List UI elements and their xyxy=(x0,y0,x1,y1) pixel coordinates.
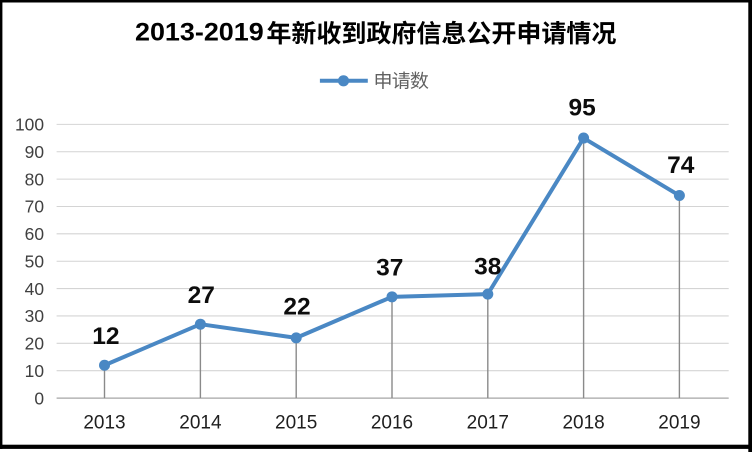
svg-text:30: 30 xyxy=(25,306,44,326)
svg-text:2016: 2016 xyxy=(371,413,413,434)
svg-text:27: 27 xyxy=(188,282,215,309)
svg-text:50: 50 xyxy=(25,251,44,271)
svg-text:90: 90 xyxy=(25,142,44,162)
svg-text:37: 37 xyxy=(376,255,403,282)
svg-text:70: 70 xyxy=(25,197,44,217)
svg-text:40: 40 xyxy=(25,279,44,299)
svg-text:22: 22 xyxy=(283,294,310,321)
svg-text:60: 60 xyxy=(25,224,44,244)
svg-text:2019: 2019 xyxy=(658,413,700,434)
svg-text:2013: 2013 xyxy=(83,413,125,434)
svg-text:38: 38 xyxy=(474,254,501,281)
svg-text:100: 100 xyxy=(15,115,44,135)
svg-text:2018: 2018 xyxy=(562,413,604,434)
svg-text:2015: 2015 xyxy=(275,413,317,434)
svg-text:12: 12 xyxy=(92,323,119,350)
svg-text:2013-2019: 2013-2019 xyxy=(135,19,264,47)
svg-text:80: 80 xyxy=(25,169,44,189)
svg-text:10: 10 xyxy=(25,361,44,381)
svg-text:74: 74 xyxy=(667,152,695,179)
svg-text:0: 0 xyxy=(34,388,44,408)
svg-text:20: 20 xyxy=(25,334,44,354)
svg-text:2014: 2014 xyxy=(179,413,222,434)
svg-text:95: 95 xyxy=(568,94,595,121)
svg-text:2017: 2017 xyxy=(467,413,509,434)
